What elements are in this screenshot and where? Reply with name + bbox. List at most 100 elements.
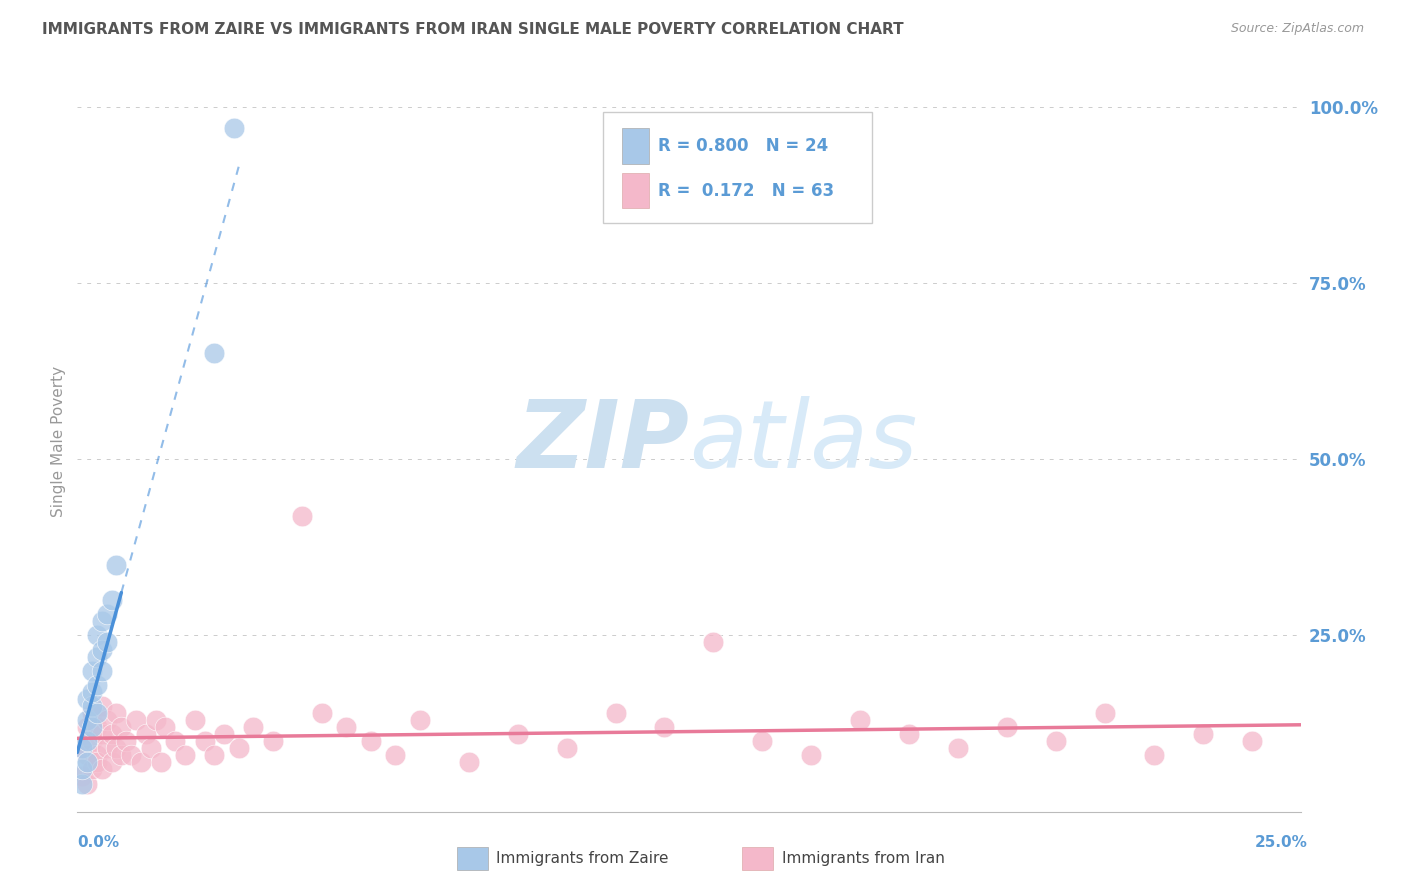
Point <box>184 713 207 727</box>
Point <box>174 748 197 763</box>
Point <box>90 727 112 741</box>
Point <box>76 748 98 763</box>
Point <box>149 756 172 770</box>
Point <box>80 685 103 699</box>
Point <box>100 756 122 770</box>
Point <box>849 713 872 727</box>
Point <box>800 748 823 763</box>
Point <box>1240 734 1263 748</box>
Y-axis label: Single Male Poverty: Single Male Poverty <box>51 366 66 517</box>
Point <box>702 635 724 649</box>
Point <box>70 769 93 783</box>
Point <box>76 756 98 770</box>
Point <box>202 346 225 360</box>
Point <box>90 642 112 657</box>
Text: R =  0.172   N = 63: R = 0.172 N = 63 <box>658 182 835 200</box>
Point <box>135 727 157 741</box>
Point <box>86 748 108 763</box>
Point <box>110 748 132 763</box>
Text: 0.0%: 0.0% <box>77 836 120 850</box>
Point <box>202 748 225 763</box>
Text: atlas: atlas <box>689 396 917 487</box>
Point <box>1191 727 1213 741</box>
Text: IMMIGRANTS FROM ZAIRE VS IMMIGRANTS FROM IRAN SINGLE MALE POVERTY CORRELATION CH: IMMIGRANTS FROM ZAIRE VS IMMIGRANTS FROM… <box>42 22 904 37</box>
Point <box>105 558 128 572</box>
Point <box>76 692 98 706</box>
Point <box>1143 748 1166 763</box>
Point <box>457 756 479 770</box>
Point <box>86 706 108 720</box>
Point <box>654 720 676 734</box>
Point <box>120 748 142 763</box>
Point <box>1045 734 1067 748</box>
Point <box>70 763 93 777</box>
Point <box>70 741 93 756</box>
Point <box>90 763 112 777</box>
Point <box>751 734 773 748</box>
Point <box>86 720 108 734</box>
Point <box>76 713 98 727</box>
Point <box>242 720 264 734</box>
Point <box>291 508 314 523</box>
Point <box>946 741 969 756</box>
Point <box>110 720 132 734</box>
Point <box>90 615 112 629</box>
Point <box>86 649 108 664</box>
Point <box>96 713 118 727</box>
Point <box>409 713 432 727</box>
Point <box>96 607 118 622</box>
Point <box>115 734 138 748</box>
Point <box>70 741 93 756</box>
Point <box>86 628 108 642</box>
Text: Source: ZipAtlas.com: Source: ZipAtlas.com <box>1230 22 1364 36</box>
Text: Immigrants from Zaire: Immigrants from Zaire <box>496 851 669 865</box>
Point <box>605 706 627 720</box>
Point <box>100 593 122 607</box>
Point <box>898 727 921 741</box>
Text: ZIP: ZIP <box>516 395 689 488</box>
Point <box>80 706 103 720</box>
Point <box>76 776 98 790</box>
FancyBboxPatch shape <box>603 112 873 223</box>
Point <box>193 734 215 748</box>
Point <box>105 741 128 756</box>
Point <box>96 635 118 649</box>
Point <box>100 727 122 741</box>
Bar <box>621 128 648 164</box>
Point <box>90 664 112 678</box>
Point <box>96 741 118 756</box>
Bar <box>621 173 648 209</box>
Point <box>80 720 103 734</box>
Point <box>80 763 103 777</box>
Point <box>145 713 167 727</box>
Point <box>105 706 128 720</box>
Point <box>70 776 93 790</box>
Point <box>1094 706 1116 720</box>
Point <box>80 734 103 748</box>
Point <box>335 720 357 734</box>
Point <box>80 664 103 678</box>
Point <box>165 734 187 748</box>
Text: R = 0.800   N = 24: R = 0.800 N = 24 <box>658 137 828 155</box>
Point <box>212 727 235 741</box>
Point <box>90 698 112 713</box>
Text: 25.0%: 25.0% <box>1254 836 1308 850</box>
Point <box>311 706 333 720</box>
Point <box>86 756 108 770</box>
Point <box>262 734 284 748</box>
Point <box>384 748 406 763</box>
Text: Immigrants from Iran: Immigrants from Iran <box>782 851 945 865</box>
Point <box>80 698 103 713</box>
Point <box>222 120 245 135</box>
Point <box>125 713 148 727</box>
Point <box>76 720 98 734</box>
Point <box>228 741 250 756</box>
Point <box>506 727 529 741</box>
Point <box>555 741 578 756</box>
Point <box>86 678 108 692</box>
Point <box>360 734 382 748</box>
Point <box>76 734 98 748</box>
Point <box>155 720 177 734</box>
Point <box>129 756 152 770</box>
Point <box>995 720 1018 734</box>
